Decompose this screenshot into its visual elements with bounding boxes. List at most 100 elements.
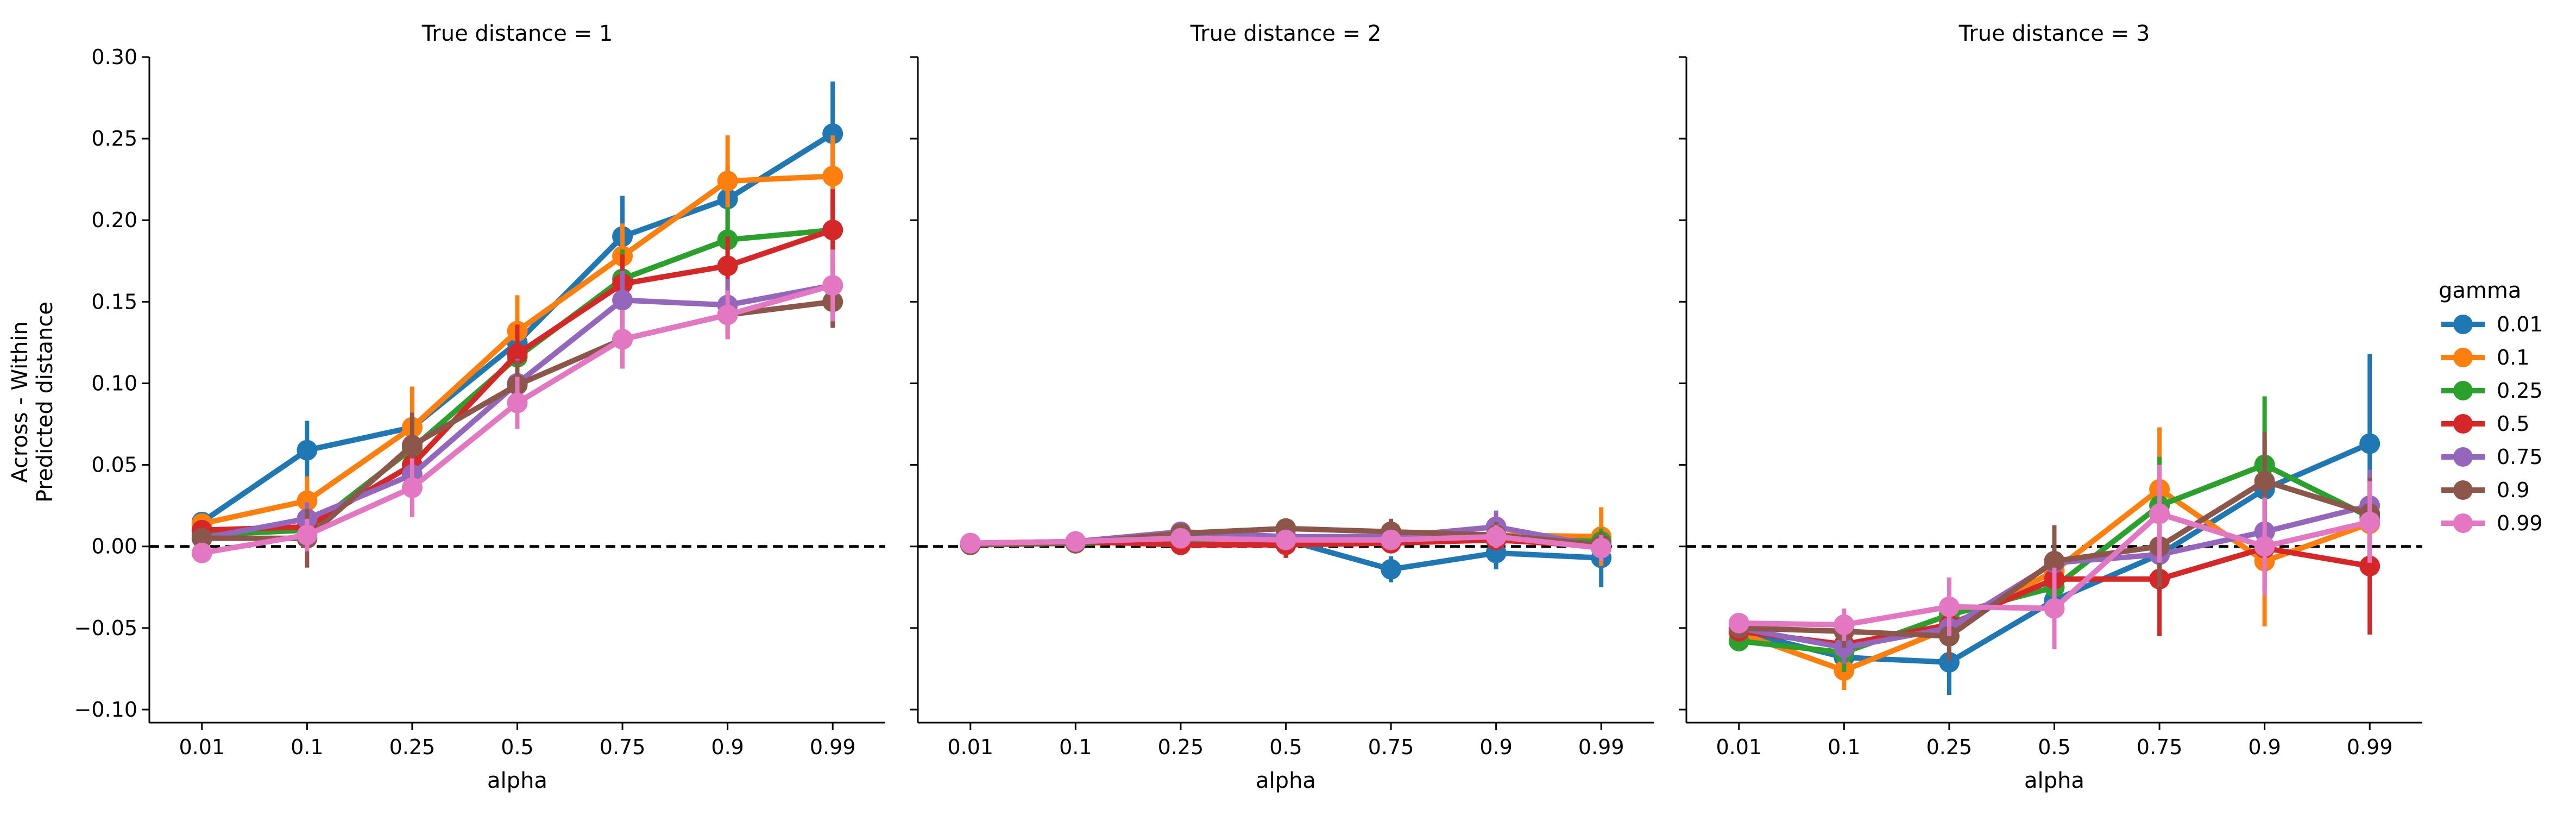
legend-item-0.5: 0.5 [2441, 412, 2529, 436]
data-point [1381, 559, 1402, 580]
legend-label: 0.5 [2497, 412, 2529, 436]
data-point [1065, 531, 1086, 552]
y-tick-label: −0.10 [74, 698, 137, 722]
x-axis-title: alpha [2024, 768, 2084, 793]
legend-label: 0.1 [2497, 346, 2529, 369]
data-point [1381, 529, 1402, 550]
legend-marker [2453, 315, 2473, 334]
data-point [507, 343, 528, 365]
x-tick-label: 0.25 [389, 735, 436, 759]
legend-marker [2453, 447, 2473, 467]
legend-marker [2453, 348, 2473, 367]
x-axis-title: alpha [487, 768, 547, 793]
data-point [401, 435, 423, 456]
legend-item-0.75: 0.75 [2441, 445, 2543, 469]
y-tick-label: 0.05 [91, 453, 137, 477]
legend-item-0.1: 0.1 [2441, 346, 2529, 369]
data-point [822, 220, 843, 241]
panel-title: True distance = 2 [1190, 21, 1382, 46]
panel-title: True distance = 3 [1958, 21, 2150, 46]
x-axis-title: alpha [1256, 768, 1316, 793]
x-tick-label: 0.01 [1716, 735, 1762, 759]
x-tick-label: 0.1 [291, 735, 323, 759]
x-tick-label: 0.75 [2137, 735, 2183, 759]
x-tick-label: 0.99 [2347, 735, 2393, 759]
y-axis-title-line-1: Across - Within [8, 321, 33, 483]
series-0.99 [191, 249, 843, 563]
x-tick-label: 0.5 [501, 735, 533, 759]
x-tick-label: 0.99 [810, 735, 856, 759]
legend: gamma 0.01 0.1 0.25 0.5 0.75 0.9 0.99 [2439, 278, 2543, 535]
data-point [822, 123, 843, 145]
data-point [191, 542, 212, 563]
y-tick-label: 0.30 [91, 45, 137, 69]
panel-2: True distance = 2 0.01 0.1 0.25 0.5 0.75 0.9 0.… [910, 21, 1654, 793]
legend-marker [2453, 513, 2473, 533]
y-tick-label: 0.15 [91, 290, 137, 314]
legend-marker [2453, 414, 2473, 434]
data-point [822, 275, 843, 296]
legend-label: 0.01 [2497, 312, 2543, 336]
data-point [612, 290, 633, 311]
data-point [1728, 612, 1749, 634]
x-tick-label: 0.99 [1578, 735, 1624, 759]
legend-label: 0.9 [2497, 478, 2529, 502]
x-tick-label: 0.25 [1158, 735, 1204, 759]
series-0.99 [1728, 465, 2380, 649]
legend-item-0.01: 0.01 [2441, 312, 2543, 336]
data-point [2044, 598, 2065, 619]
data-point [1938, 651, 1960, 673]
legend-item-0.25: 0.25 [2441, 379, 2543, 403]
y-tick-label: −0.05 [74, 616, 137, 640]
data-point [2044, 550, 2065, 572]
data-point [612, 329, 633, 350]
y-axis-title-line-2: Predicted distance [33, 302, 58, 503]
data-point [1170, 528, 1191, 549]
data-point [2254, 536, 2275, 557]
y-axis-title: Across - Within Predicted distance [8, 302, 58, 503]
data-point [2359, 433, 2380, 454]
data-point [822, 166, 843, 187]
legend-title: gamma [2439, 278, 2521, 303]
y-tick-label: 0.00 [91, 535, 137, 559]
y-tick-label: 0.25 [91, 127, 137, 151]
x-tick-label: 0.9 [2248, 735, 2281, 759]
data-point [960, 532, 981, 554]
x-tick-label: 0.25 [1926, 735, 1973, 759]
data-point [2254, 471, 2275, 492]
data-point [297, 490, 318, 511]
panel-3: True distance = 3 0.01 0.1 0.25 0.5 0.75 0.9 0.… [1679, 21, 2422, 793]
x-tick-label: 0.9 [711, 735, 744, 759]
x-tick-label: 0.9 [1479, 735, 1512, 759]
x-tick-label: 0.75 [600, 735, 646, 759]
data-point [507, 392, 528, 413]
x-tick-label: 0.1 [1059, 735, 1092, 759]
data-point [297, 440, 318, 461]
data-point [717, 171, 738, 192]
data-point [717, 255, 738, 277]
data-point [2359, 511, 2380, 532]
series-0.99 [960, 525, 1612, 561]
data-point [1485, 526, 1507, 547]
legend-item-0.9: 0.9 [2441, 478, 2529, 502]
x-tick-label: 0.01 [947, 735, 993, 759]
data-point [2149, 503, 2170, 524]
legend-label: 0.25 [2497, 379, 2543, 403]
y-tick-label: 0.20 [91, 208, 137, 232]
legend-marker [2453, 381, 2473, 400]
data-point [1834, 614, 1855, 635]
y-tick-label: 0.10 [91, 371, 137, 395]
data-point [297, 524, 318, 546]
data-point [191, 528, 212, 549]
panel-1: True distance = 1 −0.10 −0.05 0.00 0.05 0.10 0… [74, 21, 885, 793]
panel-title: True distance = 1 [421, 21, 613, 46]
x-tick-label: 0.1 [1828, 735, 1860, 759]
legend-label: 0.75 [2497, 445, 2543, 469]
x-tick-label: 0.01 [179, 735, 225, 759]
x-tick-label: 0.5 [1269, 735, 1302, 759]
data-point [717, 304, 738, 325]
legend-item-0.99: 0.99 [2441, 511, 2543, 535]
x-tick-label: 0.5 [2038, 735, 2070, 759]
x-tick-label: 0.75 [1368, 735, 1414, 759]
